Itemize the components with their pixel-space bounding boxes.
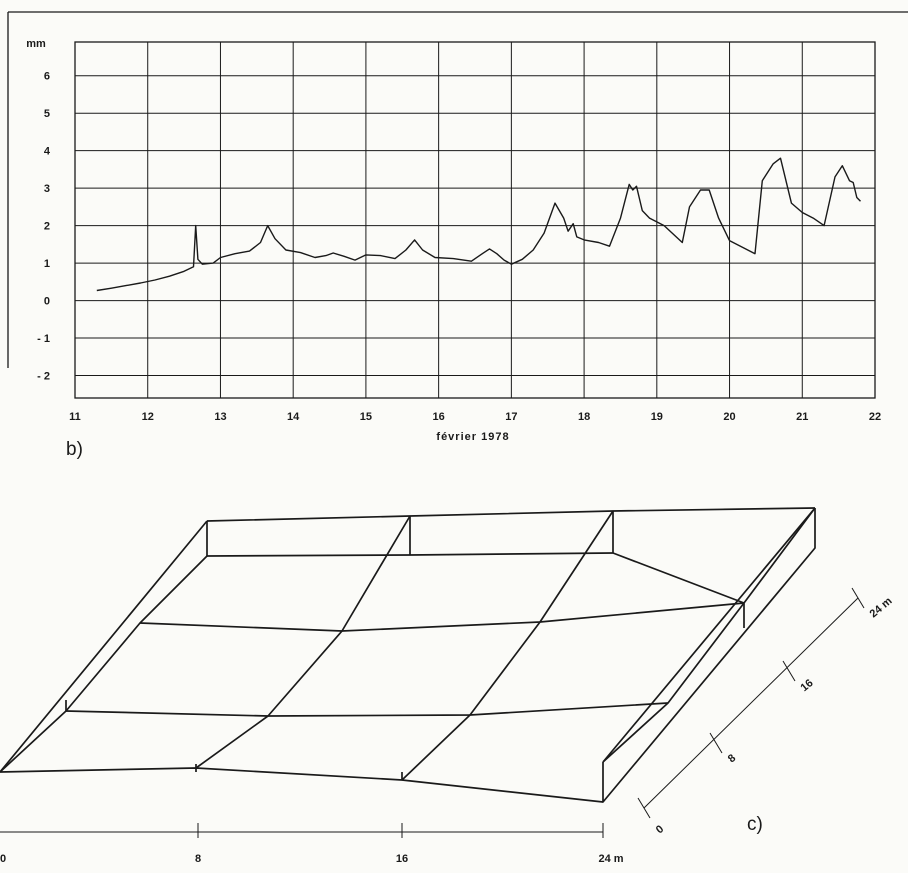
x-tick-label: 13: [214, 411, 226, 423]
y-tick-label: 0: [44, 296, 50, 308]
surface-row-3-curve: [65, 702, 669, 717]
bottom-tick-label: 8: [195, 853, 201, 865]
x-tick-label: 11: [69, 411, 81, 423]
x-tick-label: 20: [723, 411, 735, 423]
plot-area-frame: [74, 41, 876, 399]
x-tick-label: 17: [505, 411, 517, 423]
y-tick-label: - 1: [37, 333, 50, 345]
surface-right-edge-curve: [602, 602, 745, 763]
y-tick-label: - 2: [37, 371, 50, 383]
x-tick-label: 19: [651, 411, 663, 423]
y-tick-label: 3: [44, 183, 50, 195]
depth-dimension-scale: 0 8 16 24 m: [637, 587, 895, 836]
bottom-tick-label: 0: [0, 853, 6, 865]
bottom-dimension-scale: 0 8 16 24 m: [0, 823, 624, 865]
y-tick-label: 2: [44, 221, 50, 233]
x-tick-label: 18: [578, 411, 590, 423]
series-lines: [96, 157, 862, 292]
box-front-top-edge: [0, 507, 816, 773]
panel-label-c: c): [747, 814, 763, 835]
x-tick-label: 21: [796, 411, 808, 423]
box-front-edge: [0, 767, 604, 803]
surface-col-2-curve: [195, 515, 411, 769]
x-tick-labels: 11 12 13 14 15 16 17 18 19 20 21 22: [69, 411, 881, 423]
depth-tick-label: 16: [799, 677, 816, 694]
depth-tick-label: 0: [654, 823, 666, 836]
depth-scale-tick: [851, 587, 865, 609]
x-tick-label: 14: [287, 411, 300, 423]
y-tick-label: 5: [44, 108, 50, 120]
depth-scale-tick: [782, 660, 796, 682]
box-back-wall-verticals: [206, 507, 816, 628]
series-line: [96, 157, 862, 292]
y-tick-label: 4: [44, 146, 51, 158]
box-right-back-edge: [602, 508, 816, 803]
y-tick-labels: 6 5 4 3 2 1 0 - 1 - 2: [37, 71, 51, 383]
chart-gridlines: [74, 41, 876, 399]
surface-back-curve: [206, 552, 745, 604]
box-top-back-edge: [206, 507, 816, 522]
surface-row-2-curve: [139, 602, 745, 632]
x-tick-label: 16: [433, 411, 445, 423]
depth-tick-label: 24 m: [868, 595, 895, 620]
x-tick-label: 12: [142, 411, 154, 423]
depth-scale-tick: [709, 732, 723, 754]
surface-col-3-curve: [401, 510, 614, 781]
y-tick-label: 6: [44, 71, 50, 83]
panel-label-b: b): [66, 439, 83, 460]
y-tick-label: 1: [44, 258, 50, 270]
surface-col-1-curve: [0, 555, 208, 773]
y-axis-unit-label: mm: [26, 38, 46, 50]
bottom-tick-label: 16: [396, 853, 408, 865]
x-tick-label: 15: [360, 411, 372, 423]
depth-scale-tick: [637, 797, 651, 819]
surface-wireframe-diagram: 0 8 16 24 m 0 8 16 24 m c): [0, 507, 895, 865]
wireframe-surface: [0, 507, 816, 803]
bottom-tick-label: 24 m: [598, 853, 623, 865]
depth-tick-label: 8: [726, 752, 738, 765]
x-tick-label: 22: [869, 411, 881, 423]
depth-scale-line: [643, 597, 859, 809]
x-axis-title: février 1978: [436, 431, 509, 443]
box-front-left-stubs: [65, 700, 403, 780]
